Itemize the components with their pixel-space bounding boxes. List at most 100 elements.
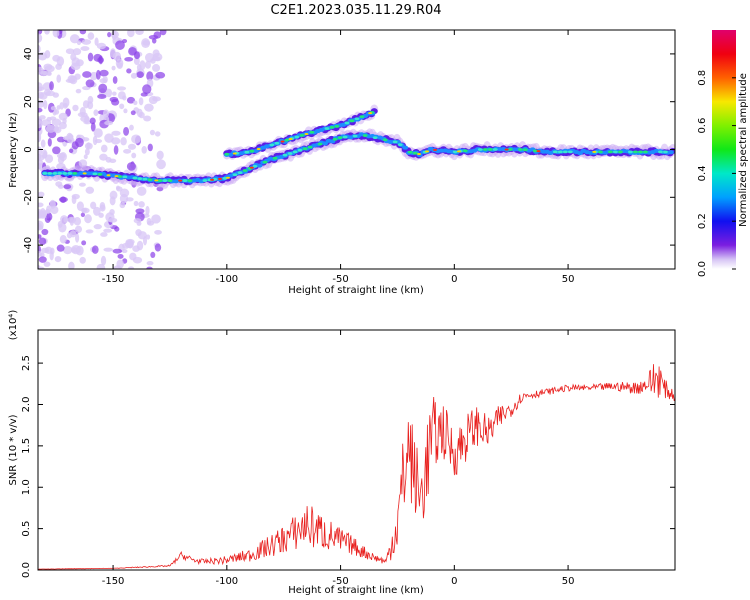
trace-max (368, 112, 373, 115)
noise-blob (92, 206, 101, 216)
noise-blob (51, 118, 62, 126)
noise-blob (104, 133, 114, 143)
noise-blob (142, 40, 151, 46)
trace-peak (567, 150, 573, 154)
noise-blob (116, 62, 123, 69)
y-tick-label: 1.5 (21, 438, 32, 454)
noise-blob (112, 91, 117, 96)
trace-peak (157, 179, 163, 182)
noise-blob (63, 245, 73, 255)
noise-blob (74, 225, 83, 233)
noise-blob (108, 217, 118, 223)
noise-blob (112, 248, 123, 254)
noise-blob (80, 212, 86, 218)
noise-blob (90, 122, 96, 132)
noise-blob (57, 156, 65, 164)
noise-blob (38, 107, 43, 113)
noise-blob (72, 104, 79, 112)
noise-blob (43, 261, 51, 267)
noise-blob (149, 129, 156, 136)
noise-blob (38, 86, 45, 92)
noise-blob (156, 159, 166, 170)
spectrogram-x-ticks: -150 -100 -50 0 50 (102, 30, 574, 285)
trace-max (154, 179, 159, 182)
spectrogram-y-ticks: -40 -20 0 20 40 (23, 48, 675, 253)
noise-blob (53, 126, 62, 134)
noise-blob (147, 143, 153, 152)
noise-blob (137, 231, 147, 240)
noise-blob (146, 234, 151, 240)
noise-blob (142, 84, 152, 95)
noise-blob (123, 108, 128, 114)
noise-blob (133, 100, 138, 106)
trace-peak (342, 135, 348, 139)
trace-peak (362, 134, 368, 137)
trace-peak (633, 150, 638, 154)
noise-blob (38, 44, 41, 54)
trace-peak (492, 148, 498, 151)
noise-blob (114, 226, 120, 232)
spectrogram-x-label: Height of straight line (km) (288, 285, 424, 296)
trace-peak (407, 150, 413, 154)
noise-blob (115, 40, 125, 50)
trace-peak (334, 124, 340, 128)
trace-peak (372, 136, 378, 140)
trace-peak (462, 149, 468, 153)
noise-blob (41, 228, 49, 236)
trace-peak (452, 150, 458, 154)
noise-blob (104, 120, 113, 126)
trace-core (322, 141, 329, 146)
noise-blob (38, 237, 47, 246)
trace-peak (52, 172, 58, 175)
noise-blob (150, 251, 156, 258)
noise-blob (38, 222, 42, 228)
noise-blob (72, 48, 82, 56)
noise-blob (154, 229, 162, 235)
noise-blob (38, 191, 45, 198)
noise-blob (116, 86, 127, 91)
noise-blob (87, 32, 95, 40)
noise-blob (111, 30, 117, 41)
noise-blob (93, 109, 99, 116)
trace-max (304, 132, 309, 135)
noise-blob (148, 95, 158, 105)
noise-blob (95, 69, 101, 80)
noise-blob (76, 40, 82, 46)
noise-blob (38, 256, 47, 263)
noise-blob (156, 150, 164, 160)
snr-multiplier: (x10⁴) (8, 310, 19, 341)
noise-blob (59, 234, 67, 244)
noise-blob (53, 109, 60, 115)
noise-blob (113, 145, 119, 155)
noise-blob (58, 196, 68, 203)
noise-blob (133, 218, 142, 224)
noise-blob (154, 131, 161, 137)
noise-blob (136, 71, 144, 78)
snr-x-label: Height of straight line (km) (288, 585, 424, 596)
x-tick-label: -50 (332, 576, 348, 587)
figure-title: C2E1.2023.035.11.29.R04 (270, 3, 441, 18)
noise-blob (154, 243, 162, 252)
noise-blob (96, 42, 107, 50)
noise-blob (105, 88, 113, 98)
noise-blob (127, 143, 137, 150)
trace-peak (47, 172, 53, 175)
noise-blob (109, 190, 118, 200)
trace-peak (182, 179, 188, 182)
noise-blob (69, 34, 80, 44)
noise-blob (45, 90, 56, 97)
noise-blob (46, 212, 53, 221)
spectrogram-image (38, 30, 675, 269)
trace-peak (557, 150, 563, 154)
trace-peak (487, 148, 493, 151)
trace-peak (329, 126, 335, 129)
noise-blob (78, 182, 86, 187)
y-tick-label: 0.5 (21, 521, 32, 537)
trace-peak (292, 150, 298, 154)
noise-blob (81, 39, 92, 45)
trace-max (225, 176, 230, 179)
trace-peak (252, 164, 258, 168)
noise-blob (85, 79, 95, 88)
trace-max (456, 150, 461, 153)
noise-blob (38, 234, 42, 239)
